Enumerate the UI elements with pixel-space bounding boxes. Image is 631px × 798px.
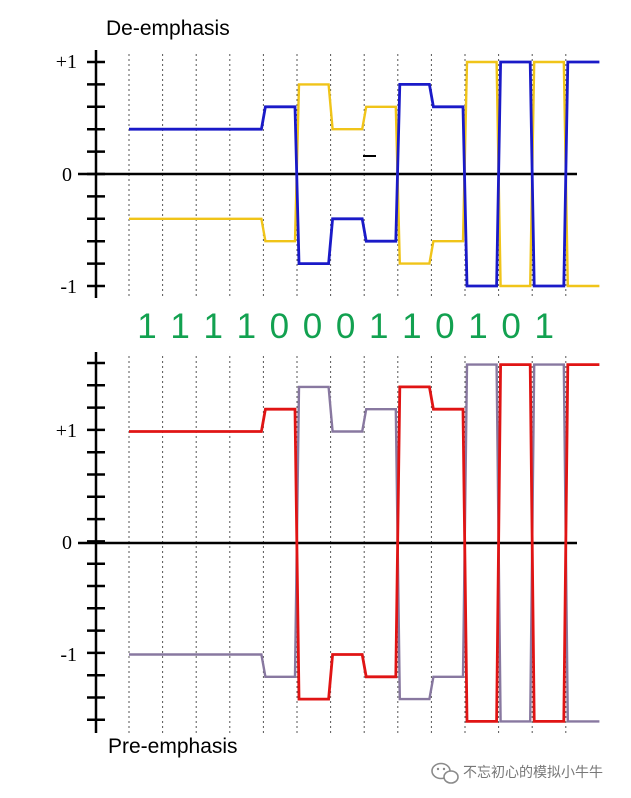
bit-label: 1 [468,307,487,346]
bit-label: 1 [402,307,421,346]
bit-label: 1 [137,307,156,346]
bit-label: 1 [237,307,256,346]
bottom-axes [78,352,577,733]
pre-emphasis-title: Pre-emphasis [108,735,238,758]
bit-label: 0 [303,307,322,346]
top-axes [78,50,577,298]
bottom-zero-label: 0 [62,532,72,554]
top-zero-label: 0 [62,164,72,186]
bit-label: 0 [336,307,355,346]
bit-label: 0 [501,307,520,346]
bottom-minus-one-label: -1 [60,644,77,666]
bit-label: 0 [270,307,289,346]
bit-label: 1 [534,307,553,346]
bit-label: 0 [435,307,454,346]
de-emphasis-main-series [129,60,600,288]
pre-emphasis-main-series [129,363,600,723]
pre-emphasis-waveforms [129,363,600,723]
bit-label: 1 [369,307,388,346]
bit-label: 1 [170,307,189,346]
de-emphasis-title: De-emphasis [106,17,230,40]
bottom-plus-one-label: +1 [56,420,77,442]
wechat-icon [431,762,459,784]
watermark-text: 不忘初心的模拟小牛牛 [463,764,603,781]
watermark: 不忘初心的模拟小牛牛 [431,762,603,784]
top-minus-one-label: -1 [60,276,77,298]
bit-label: 1 [203,307,222,346]
top-plus-one-label: +1 [56,51,77,73]
de-emphasis-waveforms [129,60,600,288]
